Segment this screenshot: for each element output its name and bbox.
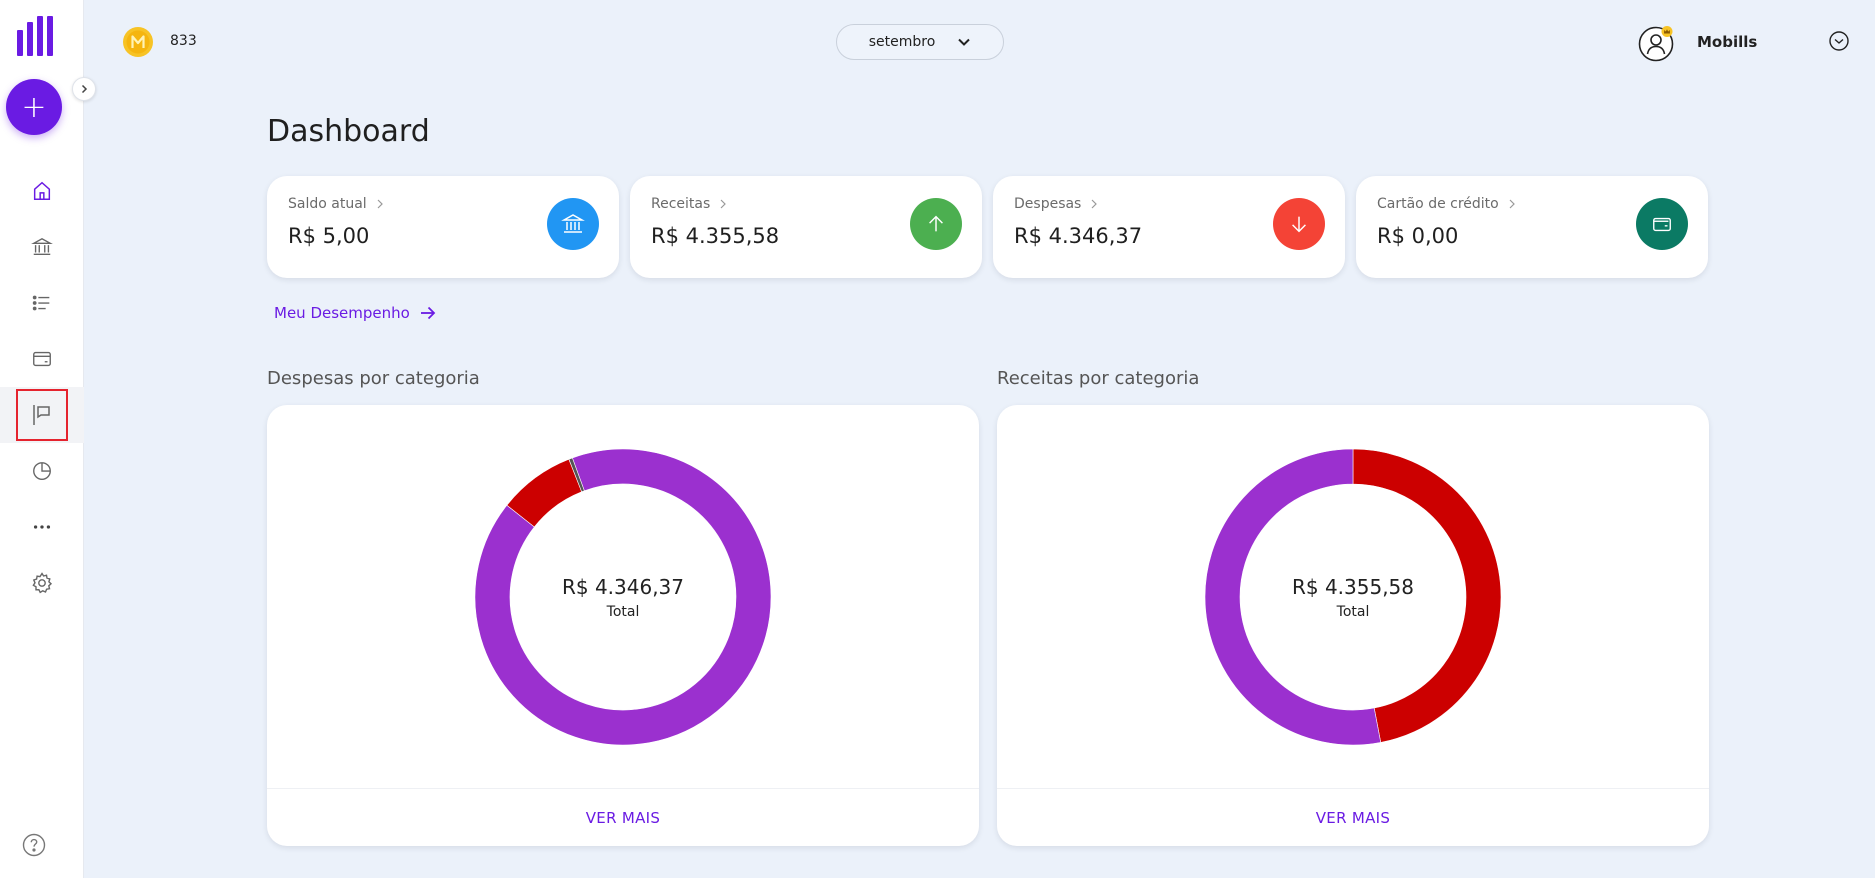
more-icon xyxy=(18,503,66,551)
page-title: Dashboard xyxy=(267,114,430,149)
expense-card-label: Despesas xyxy=(1014,196,1082,212)
income-total-label: Total xyxy=(1336,604,1370,620)
income-total: R$ 4.355,58 xyxy=(1291,575,1415,599)
month-select[interactable]: setembro xyxy=(836,24,1004,60)
credit-card-label: Cartão de crédito xyxy=(1377,196,1499,212)
user-menu-chevron-icon[interactable] xyxy=(1829,31,1849,51)
expense-card-value: R$ 4.346,37 xyxy=(1014,224,1143,248)
balance-card-label-row: Saldo atual xyxy=(288,196,383,212)
user-name: Mobills xyxy=(1697,33,1758,51)
list-icon xyxy=(18,279,66,327)
credit-card-label-row: Cartão de crédito xyxy=(1377,196,1515,212)
mobills-logo[interactable] xyxy=(17,16,53,56)
add-transaction-button[interactable]: + xyxy=(6,79,62,135)
income-see-more-button[interactable]: VER MAIS xyxy=(997,788,1709,846)
sidebar-item-goals[interactable] xyxy=(0,387,84,443)
pie-icon xyxy=(18,447,66,495)
arrow-right-icon xyxy=(420,306,436,320)
expenses-section-title: Despesas por categoria xyxy=(267,368,480,389)
bank-icon xyxy=(547,198,599,250)
chevron-right-icon xyxy=(1091,199,1098,209)
donut-slice[interactable] xyxy=(568,457,585,493)
balance-card-value: R$ 5,00 xyxy=(288,224,370,248)
card-icon xyxy=(18,335,66,383)
sidebar-item-accounts[interactable] xyxy=(0,219,84,275)
income-donut-chart[interactable] xyxy=(1203,447,1503,747)
sidebar-item-credit-cards[interactable] xyxy=(0,331,84,387)
wallet-icon xyxy=(1636,198,1688,250)
coin-count: 833 xyxy=(170,33,197,49)
income-section-title: Receitas por categoria xyxy=(997,368,1200,389)
chevron-right-icon xyxy=(720,199,727,209)
arrow-up-icon xyxy=(910,198,962,250)
balance-card-label: Saldo atual xyxy=(288,196,367,212)
expense-card-label-row: Despesas xyxy=(1014,196,1098,212)
expense-card[interactable]: Despesas R$ 4.346,37 xyxy=(993,176,1345,278)
sidebar-item-home[interactable] xyxy=(0,163,84,219)
sidebar: + xyxy=(0,0,84,878)
sidebar-collapse-button[interactable] xyxy=(72,77,96,101)
chevron-down-icon xyxy=(958,38,970,46)
performance-link[interactable]: Meu Desempenho xyxy=(274,304,436,322)
income-card-value: R$ 4.355,58 xyxy=(651,224,780,248)
coin-icon[interactable] xyxy=(122,26,154,58)
chevron-right-icon xyxy=(81,84,88,94)
month-select-value: setembro xyxy=(868,34,936,50)
chevron-right-icon xyxy=(1509,199,1515,209)
performance-link-label: Meu Desempenho xyxy=(274,304,410,322)
donut-slice[interactable] xyxy=(1204,448,1382,746)
expenses-see-more-button[interactable]: VER MAIS xyxy=(267,788,979,846)
arrow-down-icon xyxy=(1273,198,1325,250)
help-icon[interactable] xyxy=(22,833,46,857)
chevron-right-icon xyxy=(377,199,383,209)
sidebar-item-reports[interactable] xyxy=(0,443,84,499)
sidebar-item-more[interactable] xyxy=(0,499,84,555)
income-card-label-row: Receitas xyxy=(651,196,727,212)
income-card-label: Receitas xyxy=(651,196,711,212)
user-avatar-icon[interactable] xyxy=(1638,26,1674,62)
credit-card-card[interactable]: Cartão de crédito R$ 0,00 xyxy=(1356,176,1708,278)
sidebar-item-transactions[interactable] xyxy=(0,275,84,331)
bank-icon xyxy=(18,223,66,271)
expenses-donut-chart[interactable] xyxy=(473,447,773,747)
home-icon xyxy=(18,167,66,215)
gear-icon xyxy=(18,559,66,607)
income-by-category-panel: R$ 4.355,58 Total VER MAIS xyxy=(997,405,1709,846)
donut-slice[interactable] xyxy=(1352,448,1502,743)
income-card[interactable]: Receitas R$ 4.355,58 xyxy=(630,176,982,278)
credit-card-value: R$ 0,00 xyxy=(1377,224,1459,248)
expenses-total-label: Total xyxy=(606,604,640,620)
balance-card[interactable]: Saldo atual R$ 5,00 xyxy=(267,176,619,278)
donut-slice[interactable] xyxy=(474,448,772,746)
expenses-total: R$ 4.346,37 xyxy=(561,575,685,599)
expenses-by-category-panel: R$ 4.346,37 Total VER MAIS xyxy=(267,405,979,846)
flag-icon xyxy=(16,389,68,441)
sidebar-item-settings[interactable] xyxy=(0,555,84,611)
